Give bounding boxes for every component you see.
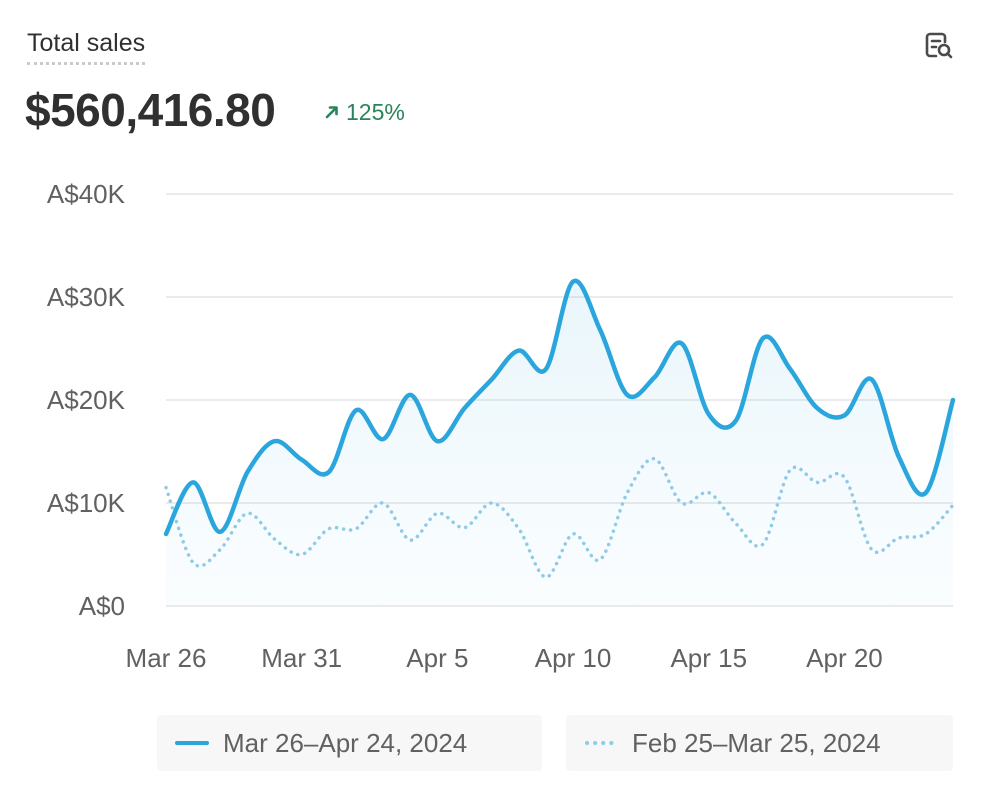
previous-period-line — [164, 456, 955, 579]
y-tick-label: A$40K — [47, 179, 126, 209]
x-axis: Mar 26 Mar 31 Apr 5 Apr 10 Apr 15 Apr 20 — [126, 643, 883, 673]
x-tick-label: Mar 31 — [261, 643, 342, 673]
y-axis: A$0 A$10K A$20K A$30K A$40K — [47, 179, 126, 621]
current-period-line — [163, 278, 956, 537]
card-title[interactable]: Total sales — [27, 28, 146, 65]
x-tick-label: Apr 20 — [806, 643, 883, 673]
y-tick-label: A$20K — [47, 385, 126, 415]
legend-label-current-period: Mar 26–Apr 24, 2024 — [223, 727, 468, 758]
view-report-button[interactable] — [918, 26, 958, 66]
x-tick-label: Apr 15 — [670, 643, 747, 673]
dotted-line-swatch — [585, 741, 618, 745]
arrow-up-right-icon — [325, 106, 338, 119]
series-lines — [163, 278, 956, 606]
y-tick-label: A$0 — [79, 591, 125, 621]
legend-item-current-period[interactable]: Mar 26–Apr 24, 2024 — [157, 715, 542, 771]
total-sales-value: $560,416.80 — [25, 84, 276, 136]
view-report-icon — [925, 32, 953, 59]
solid-line-swatch — [175, 741, 209, 745]
y-tick-label: A$10K — [47, 488, 126, 518]
y-tick-label: A$30K — [47, 282, 126, 312]
x-tick-label: Mar 26 — [126, 643, 207, 673]
sales-line-chart: A$0 A$10K A$20K A$30K A$40K Mar 26 Mar 31 Apr … — [47, 179, 956, 673]
legend-label-previous-period: Feb 25–Mar 25, 2024 — [632, 727, 881, 758]
change-indicator: 125% — [324, 97, 405, 127]
change-percentage: 125% — [346, 99, 405, 125]
legend-item-previous-period[interactable]: Feb 25–Mar 25, 2024 — [566, 715, 953, 771]
x-tick-label: Apr 10 — [535, 643, 612, 673]
x-tick-label: Apr 5 — [406, 643, 468, 673]
